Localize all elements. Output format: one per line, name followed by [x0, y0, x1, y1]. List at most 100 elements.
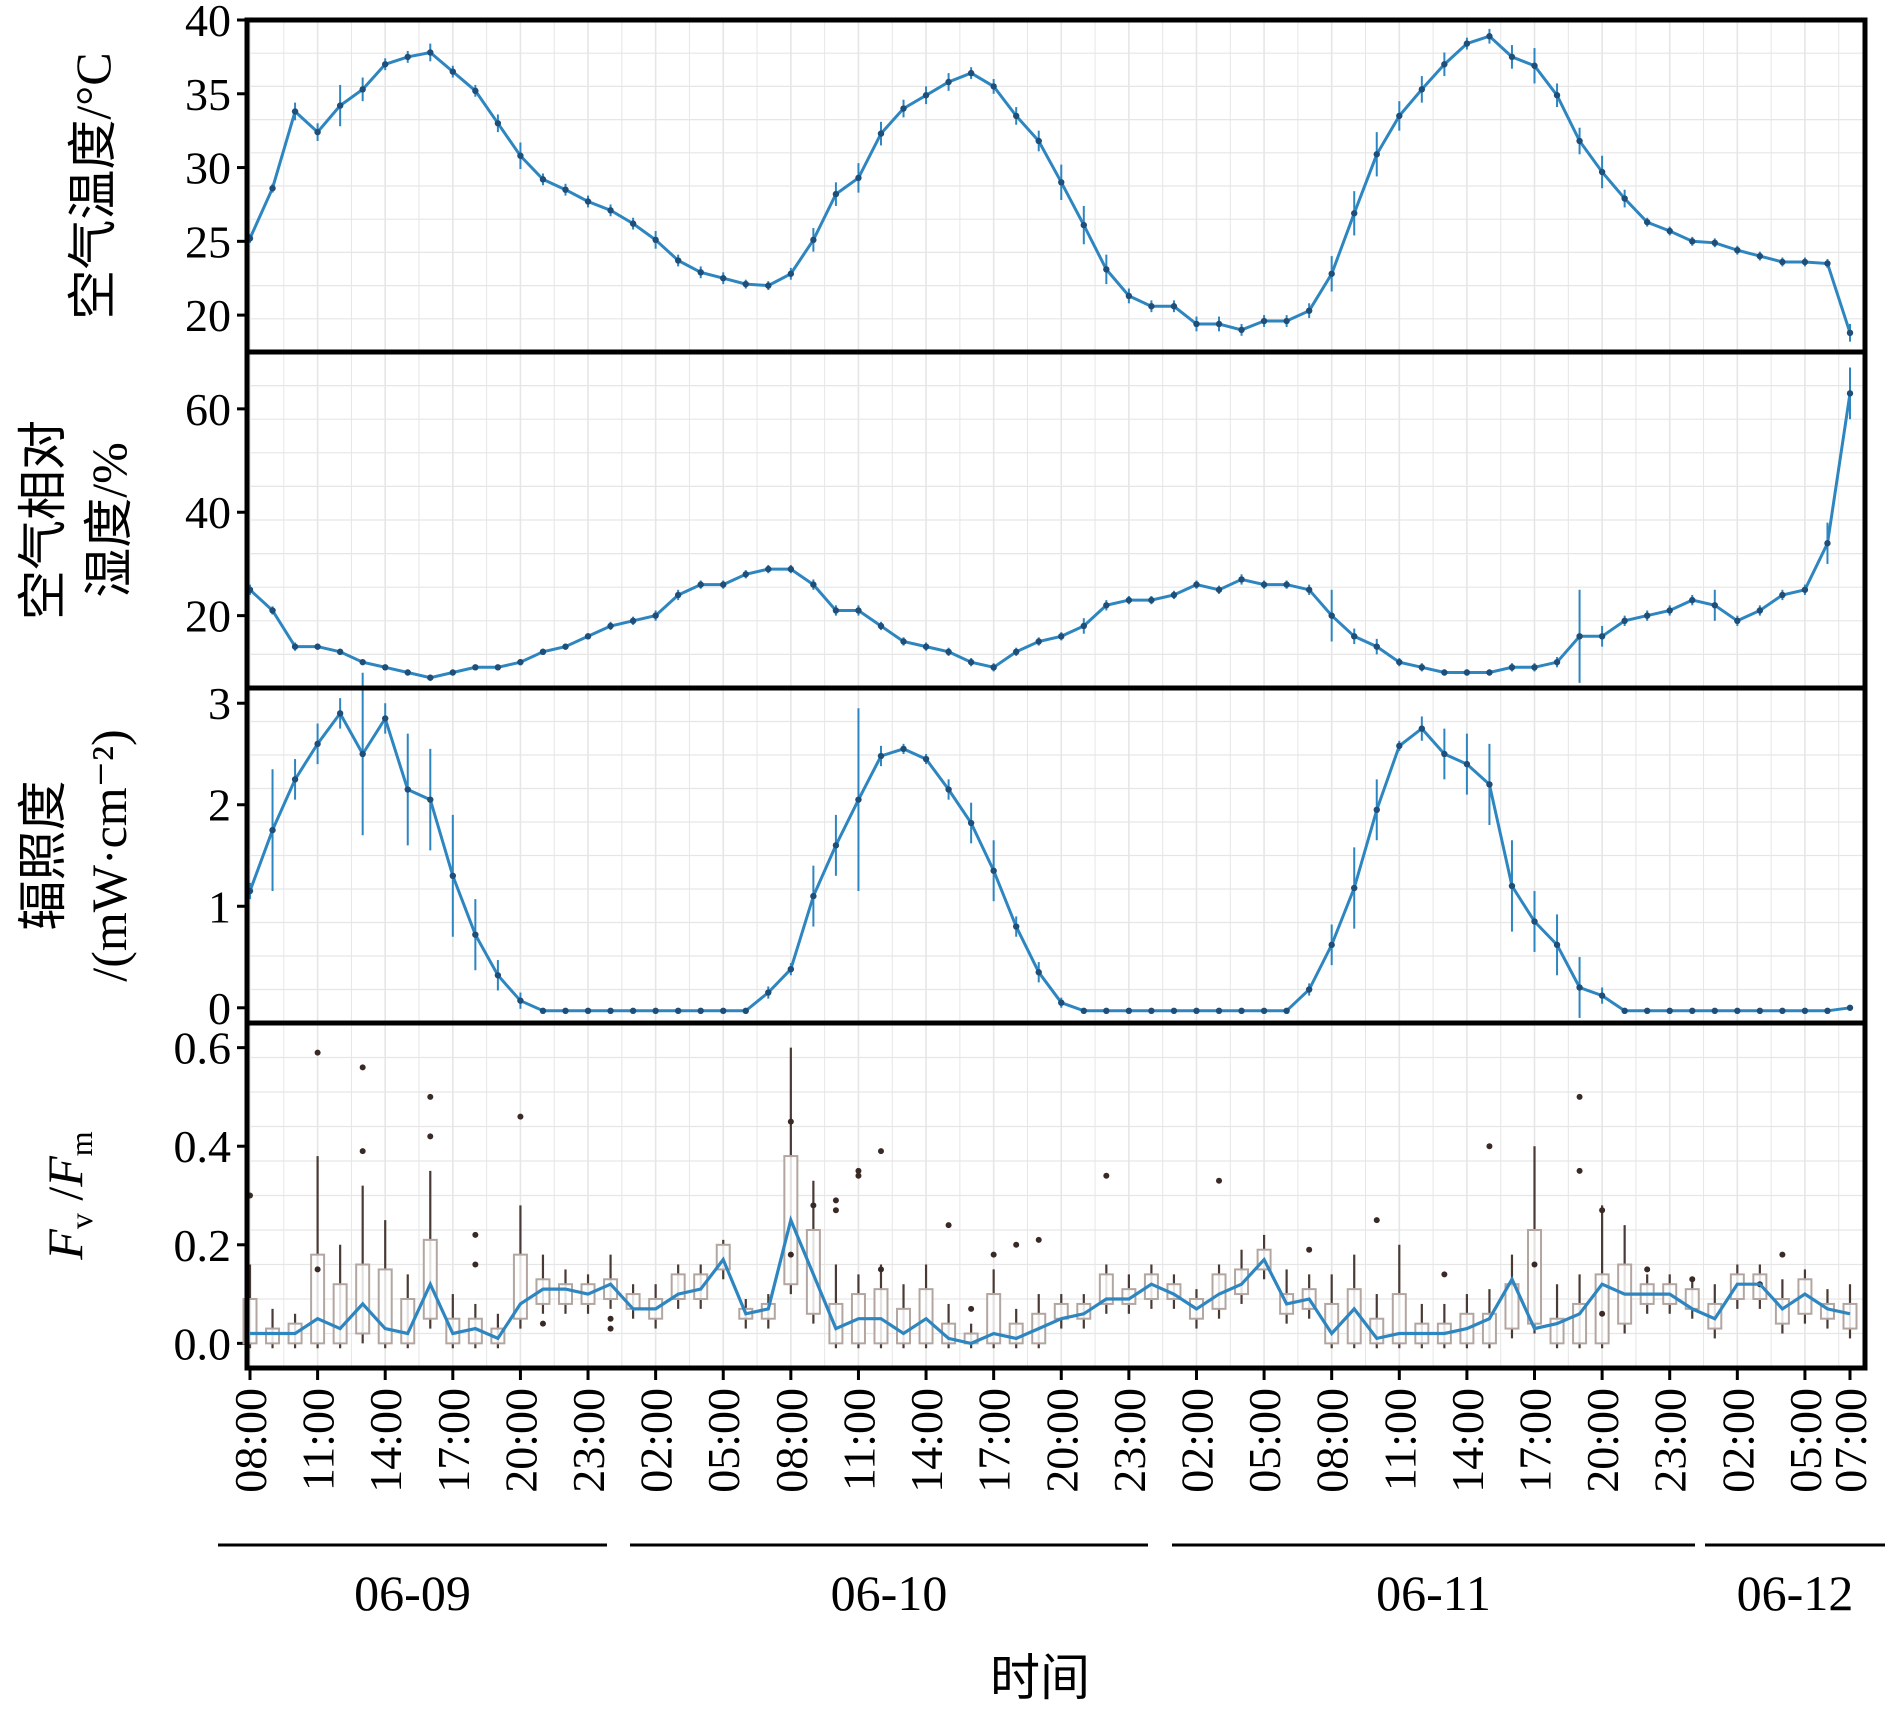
box: [1594, 1273, 1610, 1345]
data-point: [1553, 658, 1561, 666]
data-point: [1373, 643, 1380, 650]
data-point: [314, 740, 321, 748]
data-point: [1598, 168, 1606, 176]
data-point: [855, 796, 862, 803]
outlier-point: [472, 1231, 479, 1238]
data-point: [1824, 260, 1831, 267]
data-point: [336, 648, 344, 656]
data-point: [449, 68, 457, 75]
data-point: [1553, 941, 1561, 949]
data-point: [652, 1007, 659, 1015]
data-point: [1734, 1007, 1741, 1015]
y-axis-title-part: F: [37, 1156, 93, 1188]
data-point: [269, 607, 276, 614]
data-point: [697, 1007, 704, 1015]
day-group-label: 06-10: [831, 1565, 948, 1621]
data-point: [1689, 238, 1696, 245]
data-point: [1035, 638, 1042, 645]
data-point: [810, 581, 817, 588]
data-point: [1779, 591, 1786, 599]
data-point: [1621, 1007, 1628, 1015]
data-point: [1734, 246, 1741, 254]
outlier-point: [607, 1315, 614, 1322]
data-point: [1080, 622, 1088, 630]
y-tick-label: 60: [185, 384, 231, 435]
y-tick-label: 0.6: [174, 1023, 232, 1074]
x-tick-label: 11:00: [833, 1388, 884, 1491]
data-point: [1801, 1007, 1809, 1015]
data-point: [1238, 326, 1245, 334]
outlier-point: [855, 1172, 862, 1179]
data-point: [832, 607, 840, 614]
x-tick-label: 20:00: [495, 1388, 546, 1493]
data-point: [449, 669, 457, 676]
data-point: [494, 972, 502, 979]
box: [355, 1263, 371, 1335]
x-tick-label: 14:00: [360, 1388, 411, 1493]
data-point: [1711, 1007, 1718, 1015]
data-point: [1801, 258, 1809, 266]
outlier-point: [1103, 1172, 1110, 1179]
data-point: [1846, 390, 1854, 397]
data-point: [629, 220, 637, 227]
outlier-point: [1531, 1261, 1538, 1268]
x-tick-label: 08:00: [766, 1388, 817, 1493]
data-point: [1576, 137, 1583, 145]
data-point: [877, 130, 885, 137]
data-point: [1508, 53, 1516, 61]
data-point: [359, 750, 366, 758]
data-point: [1351, 210, 1358, 217]
data-point: [1012, 923, 1020, 930]
x-tick-label: 23:00: [1104, 1388, 1155, 1493]
outlier-point: [314, 1049, 321, 1056]
x-tick-label: 11:00: [293, 1388, 344, 1491]
data-point: [990, 83, 997, 90]
data-point: [1643, 218, 1651, 226]
data-point: [404, 669, 411, 676]
outlier-point: [990, 1251, 997, 1258]
data-point: [1170, 1007, 1178, 1015]
y-axis-title: 湿度/%: [81, 442, 137, 598]
box: [557, 1283, 573, 1305]
y-axis-title: 空气温度/°C: [65, 52, 121, 319]
data-point: [1486, 669, 1493, 676]
data-point: [765, 989, 772, 996]
x-tick-label: 23:00: [563, 1388, 614, 1493]
panels: 20 25 30 35 40 空气温度/°C 20 40 60 空气相对 湿度/% 0 1 2 3 辐照度/(…: [15, 0, 1868, 1371]
data-point: [1643, 1007, 1651, 1015]
day-group-label: 06-09: [354, 1565, 471, 1621]
data-point: [990, 867, 997, 874]
y-tick-label: 20: [185, 290, 231, 341]
box: [1098, 1273, 1114, 1305]
data-point: [1441, 61, 1448, 68]
box: [986, 1293, 1002, 1345]
data-point: [1260, 317, 1268, 325]
data-point: [1418, 664, 1426, 671]
outlier-point: [539, 1320, 546, 1327]
data-point: [1012, 648, 1020, 656]
data-point: [1666, 227, 1673, 235]
data-point: [494, 664, 502, 671]
data-point: [1035, 137, 1042, 145]
data-point: [1576, 984, 1583, 991]
y-tick-label: 1: [208, 881, 231, 932]
data-point: [810, 236, 817, 244]
data-point: [1125, 1007, 1133, 1015]
outlier-point: [1644, 1266, 1651, 1273]
data-point: [945, 78, 952, 86]
data-point: [1035, 969, 1042, 976]
outlier-point: [855, 1167, 862, 1174]
outlier-point: [1216, 1177, 1223, 1184]
data-point: [1260, 581, 1268, 588]
data-point: [742, 280, 749, 288]
data-point: [607, 622, 614, 630]
data-point: [1283, 317, 1290, 325]
data-point: [404, 53, 411, 61]
data-point: [1125, 596, 1133, 604]
outlier-point: [1441, 1271, 1448, 1278]
y-tick-label: 0: [208, 983, 231, 1034]
data-point: [1801, 586, 1809, 593]
data-point: [1080, 221, 1088, 229]
data-point: [539, 1007, 547, 1015]
data-point: [652, 236, 659, 244]
